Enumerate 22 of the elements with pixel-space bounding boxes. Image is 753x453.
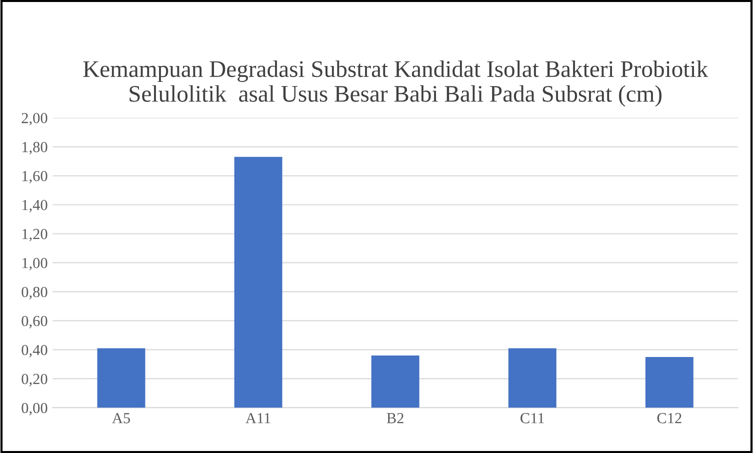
- chart-title: Kemampuan Degradasi Substrat Kandidat Isolat Bakteri Probiotik Selulolitik asal Usus Besar Babi Bali Pada Subsrat (cm): [83, 60, 708, 107]
- x-tick-label: C11: [520, 413, 544, 424]
- bar: [97, 348, 146, 408]
- y-tick-label: 0,40: [22, 344, 48, 358]
- bar: [645, 356, 694, 408]
- y-tick-label: 1,00: [22, 258, 48, 270]
- y-tick-label: 0,80: [22, 286, 48, 300]
- bar: [371, 356, 420, 408]
- x-tick-label: B2: [386, 413, 404, 424]
- y-tick-label: 1,80: [22, 142, 48, 154]
- y-tick-label: 1,20: [22, 228, 48, 242]
- x-tick-label: A5: [112, 413, 130, 424]
- y-tick-label: 0,00: [22, 402, 48, 416]
- y-tick-label: 2,00: [22, 112, 48, 126]
- y-tick-label: 1,40: [22, 200, 48, 212]
- y-tick-label: 0,60: [22, 316, 48, 328]
- x-tick-label: A11: [246, 413, 270, 424]
- x-tick-label: C12: [657, 413, 682, 424]
- y-tick-label: 0,20: [22, 374, 48, 386]
- y-tick-label: 1,60: [22, 170, 48, 184]
- bar: [508, 348, 556, 408]
- bar: [234, 156, 282, 408]
